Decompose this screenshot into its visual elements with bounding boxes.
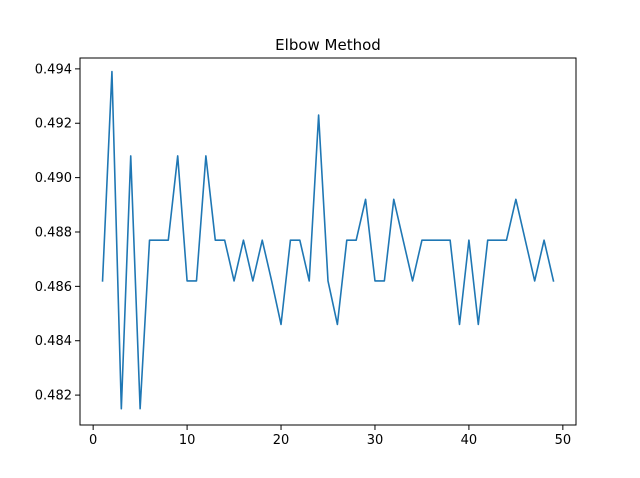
chart-title: Elbow Method: [275, 36, 381, 54]
x-tick-label: 10: [179, 433, 196, 448]
y-tick-label: 0.492: [35, 117, 72, 132]
x-axis-ticks: 0 10 20 30 40 50: [89, 425, 571, 448]
y-axis-ticks: 0.482 0.484 0.486 0.488 0.490 0.492 0.494: [35, 62, 80, 404]
y-tick-label: 0.488: [35, 225, 72, 240]
series-line: [101, 70, 555, 410]
x-tick-label: 50: [555, 433, 572, 448]
plot-area-frame: [79, 57, 577, 426]
series-lines: [101, 70, 555, 410]
y-tick-label: 0.494: [35, 62, 72, 77]
y-tick-label: 0.490: [35, 171, 72, 186]
x-tick-label: 0: [89, 433, 97, 448]
x-tick-label: 20: [273, 433, 290, 448]
x-tick-label: 30: [367, 433, 384, 448]
y-tick-label: 0.482: [35, 389, 72, 404]
x-tick-label: 40: [461, 433, 478, 448]
y-tick-label: 0.484: [35, 334, 72, 349]
y-tick-label: 0.486: [35, 280, 72, 295]
